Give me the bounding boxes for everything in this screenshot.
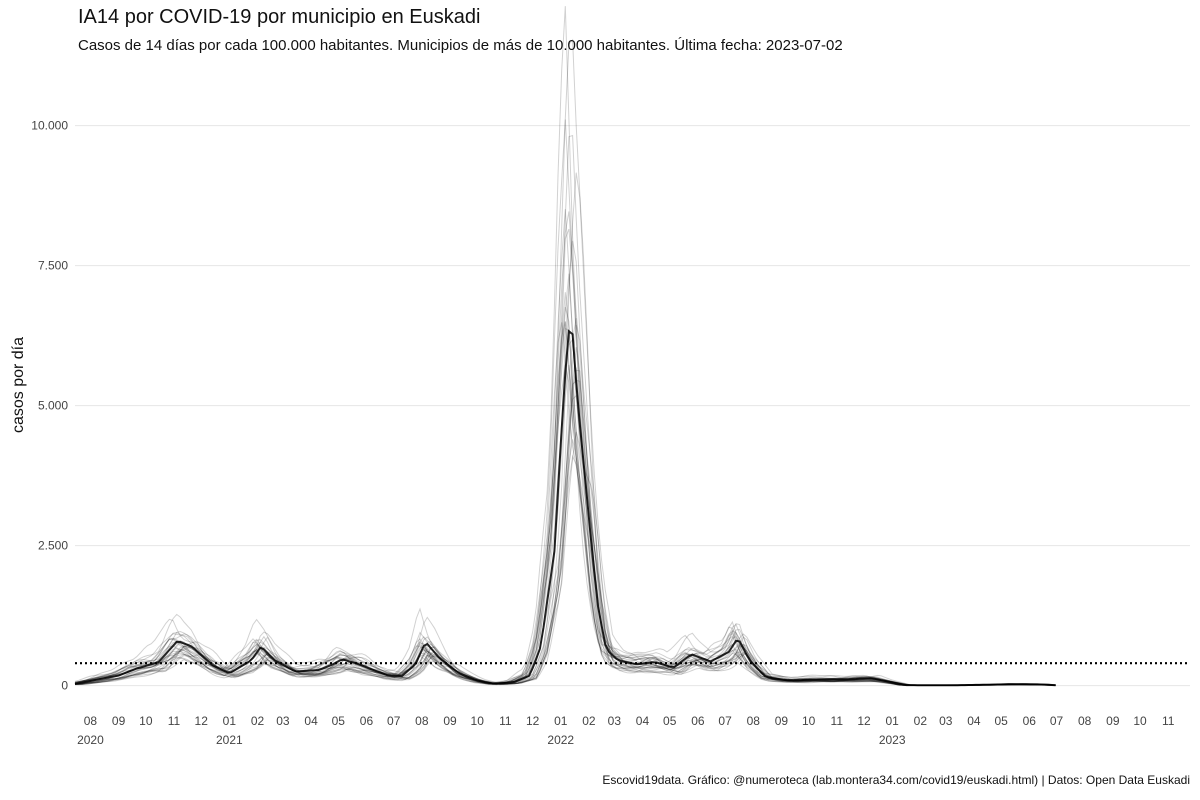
y-tick-label: 0 <box>61 679 68 693</box>
municipality-series-line <box>74 322 1056 686</box>
x-tick-label: 05 <box>332 714 346 728</box>
y-tick-label: 2.500 <box>38 539 68 553</box>
municipality-series-line <box>74 292 1056 686</box>
x-tick-label: 03 <box>608 714 622 728</box>
x-tick-label: 10 <box>802 714 816 728</box>
y-tick-label: 7.500 <box>38 259 68 273</box>
grid-lines <box>75 125 1190 687</box>
x-year-label: 2021 <box>216 733 243 747</box>
y-axis-label: casos por día <box>10 337 27 433</box>
overall-series-line <box>74 329 1056 687</box>
x-tick-label: 08 <box>415 714 429 728</box>
municipality-series-line <box>74 327 1056 686</box>
x-tick-label: 12 <box>195 714 209 728</box>
x-tick-label: 11 <box>831 714 844 728</box>
x-tick-label: 07 <box>718 714 732 728</box>
municipality-series-line <box>74 380 1056 686</box>
chart-title: IA14 por COVID-19 por municipio en Euska… <box>78 6 481 28</box>
municipality-series-line <box>74 134 1056 686</box>
x-tick-label: 02 <box>251 714 265 728</box>
y-tick-label: 5.000 <box>38 399 68 413</box>
x-tick-label: 09 <box>1106 714 1120 728</box>
municipality-series-line <box>74 364 1056 686</box>
x-year-label: 2023 <box>879 733 906 747</box>
x-tick-label: 08 <box>84 714 98 728</box>
x-tick-label: 03 <box>276 714 290 728</box>
x-tick-label: 01 <box>886 714 900 728</box>
x-tick-label: 11 <box>168 714 181 728</box>
x-tick-label: 01 <box>554 714 568 728</box>
x-tick-label: 10 <box>471 714 485 728</box>
x-axis: 08 09 10 11 12 01 02 03 04 05 06 07 08 09 10 11 12 01 02 03… <box>77 714 1175 747</box>
x-tick-label: 04 <box>967 714 981 728</box>
x-tick-label: 06 <box>1023 714 1037 728</box>
x-tick-label: 01 <box>223 714 237 728</box>
y-axis: 0 2.500 5.000 7.500 10.000 <box>31 119 68 693</box>
x-tick-label: 02 <box>582 714 596 728</box>
x-tick-label: 04 <box>304 714 318 728</box>
x-tick-label: 06 <box>691 714 705 728</box>
municipality-series-line <box>74 321 1056 686</box>
municipality-series-line <box>74 431 1056 686</box>
series-lines <box>74 6 1056 687</box>
x-tick-label: 10 <box>139 714 153 728</box>
x-tick-label: 03 <box>939 714 953 728</box>
x-tick-label: 11 <box>1162 714 1175 728</box>
municipality-series-line <box>74 172 1056 686</box>
x-tick-label: 05 <box>663 714 677 728</box>
x-year-label: 2020 <box>77 733 104 747</box>
chart-subtitle: Casos de 14 días por cada 100.000 habita… <box>78 37 843 54</box>
municipality-series-line <box>74 321 1056 686</box>
chart-caption: Escovid19data. Gráfico: @numeroteca (lab… <box>602 773 1190 787</box>
x-tick-label: 10 <box>1133 714 1147 728</box>
x-tick-label: 06 <box>360 714 374 728</box>
x-tick-label: 08 <box>747 714 761 728</box>
x-year-label: 2022 <box>547 733 574 747</box>
x-tick-label: 11 <box>499 714 512 728</box>
x-tick-label: 09 <box>443 714 457 728</box>
x-tick-label: 05 <box>994 714 1008 728</box>
municipality-series-line <box>74 379 1056 686</box>
x-tick-label: 12 <box>857 714 871 728</box>
x-tick-label: 02 <box>914 714 928 728</box>
x-tick-label: 08 <box>1078 714 1092 728</box>
x-tick-label: 09 <box>775 714 789 728</box>
municipality-series-line <box>74 119 1056 686</box>
x-tick-label: 04 <box>636 714 650 728</box>
municipality-series-line <box>74 38 1056 686</box>
x-tick-label: 12 <box>526 714 540 728</box>
x-tick-label: 07 <box>387 714 401 728</box>
y-tick-label: 10.000 <box>31 119 68 133</box>
x-tick-label: 09 <box>112 714 126 728</box>
x-tick-label: 07 <box>1050 714 1064 728</box>
